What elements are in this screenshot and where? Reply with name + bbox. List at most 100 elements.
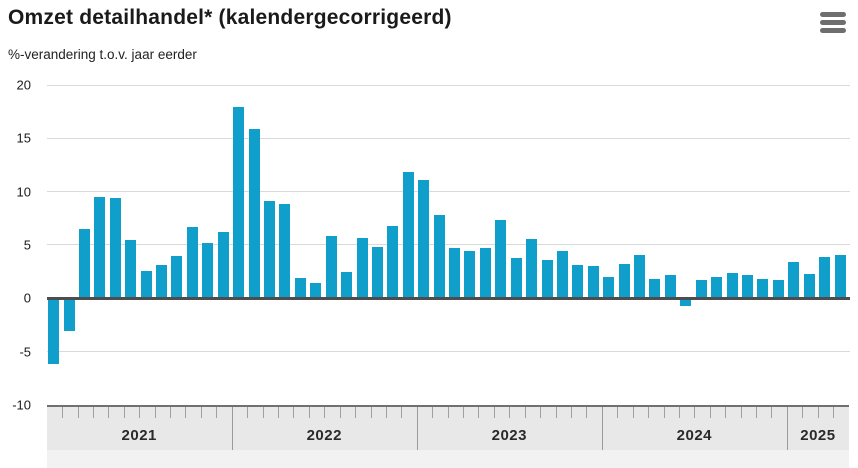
month-tick	[817, 407, 819, 418]
month-tick	[725, 407, 727, 418]
bar-2023-10[interactable]	[556, 251, 568, 299]
menu-button[interactable]	[820, 12, 846, 33]
month-tick	[278, 407, 279, 418]
bar-2025-03[interactable]	[819, 256, 831, 299]
y-axis-label: 10	[16, 184, 31, 200]
month-tick	[123, 407, 125, 418]
year-separator	[601, 407, 603, 450]
month-tick	[648, 407, 650, 418]
bar-2024-02[interactable]	[618, 264, 630, 299]
bar-2021-06[interactable]	[125, 239, 137, 299]
month-tick	[540, 407, 542, 418]
bar-2022-12[interactable]	[402, 172, 414, 299]
month-tick	[262, 407, 264, 418]
bar-2021-01[interactable]	[48, 299, 60, 364]
bar-2021-04[interactable]	[94, 196, 106, 299]
bar-2023-05[interactable]	[479, 248, 491, 299]
bar-2023-01[interactable]	[418, 179, 430, 299]
month-tick	[509, 407, 511, 418]
bar-2022-09[interactable]	[356, 237, 368, 299]
bar-2022-04[interactable]	[279, 204, 291, 299]
month-tick	[432, 407, 434, 418]
year-separator	[231, 407, 233, 450]
bar-2024-05[interactable]	[664, 274, 676, 299]
year-separator	[416, 407, 418, 450]
month-tick	[62, 407, 64, 418]
month-tick	[108, 407, 110, 418]
bar-2024-06[interactable]	[680, 299, 692, 307]
bar-2022-03[interactable]	[263, 201, 275, 299]
x-axis-band-lower	[46, 450, 849, 468]
bar-2023-02[interactable]	[433, 215, 445, 299]
bar-2023-09[interactable]	[541, 259, 553, 299]
bar-2023-08[interactable]	[526, 238, 538, 299]
bar-2021-09[interactable]	[171, 255, 183, 299]
month-tick	[401, 407, 403, 418]
bar-2023-07[interactable]	[510, 257, 522, 299]
month-tick	[447, 407, 449, 418]
bar-2021-07[interactable]	[140, 270, 152, 299]
bar-2022-05[interactable]	[294, 278, 306, 299]
bar-2022-02[interactable]	[248, 128, 260, 299]
bar-2023-04[interactable]	[464, 251, 476, 299]
month-tick	[678, 407, 680, 418]
bar-2021-05[interactable]	[109, 198, 121, 299]
bar-2021-08[interactable]	[156, 265, 168, 299]
bar-2025-01[interactable]	[788, 262, 800, 299]
bar-2023-11[interactable]	[572, 265, 584, 299]
month-tick	[463, 407, 465, 418]
bar-2024-01[interactable]	[603, 276, 615, 299]
bar-2022-06[interactable]	[310, 283, 322, 299]
bar-2024-07[interactable]	[695, 280, 707, 299]
bar-2021-12[interactable]	[217, 232, 229, 299]
bar-2024-10[interactable]	[742, 274, 753, 299]
gridline	[46, 244, 850, 246]
bar-2022-10[interactable]	[371, 247, 383, 299]
month-tick	[802, 407, 804, 418]
x-axis-year-label: 2023	[491, 427, 527, 444]
month-tick	[632, 407, 634, 418]
bar-2022-11[interactable]	[387, 225, 399, 299]
gridline	[46, 137, 850, 139]
bar-2023-03[interactable]	[449, 248, 461, 299]
bar-2023-06[interactable]	[495, 220, 507, 299]
x-axis-top-border	[46, 405, 849, 407]
month-tick	[617, 407, 619, 418]
bar-2024-08[interactable]	[711, 276, 723, 299]
bar-2021-10[interactable]	[186, 226, 198, 299]
bar-2021-02[interactable]	[63, 299, 75, 331]
chart-subtitle: %-verandering t.o.v. jaar eerder	[8, 47, 197, 62]
month-tick	[216, 407, 218, 418]
month-tick	[185, 407, 187, 418]
x-axis-year-label: 2022	[306, 427, 342, 444]
bar-2025-02[interactable]	[803, 273, 815, 299]
bar-2024-03[interactable]	[634, 254, 646, 299]
bar-2024-12[interactable]	[772, 280, 784, 299]
zero-line	[46, 296, 850, 300]
chart-title: Omzet detailhandel* (kalendergecorrigeer…	[8, 6, 452, 29]
month-tick	[586, 407, 588, 418]
month-tick	[478, 407, 480, 418]
month-tick	[663, 407, 665, 418]
bar-2021-11[interactable]	[202, 242, 214, 299]
month-tick	[370, 407, 372, 418]
y-axis-label: 15	[16, 130, 31, 146]
bar-2024-11[interactable]	[757, 279, 769, 299]
bar-2023-12[interactable]	[587, 266, 599, 299]
bar-2022-08[interactable]	[341, 271, 353, 299]
gridline	[46, 84, 850, 86]
month-tick	[833, 407, 835, 418]
month-tick	[308, 407, 310, 418]
month-tick	[92, 407, 94, 418]
bar-2021-03[interactable]	[78, 228, 90, 299]
y-axis-label: 0	[23, 290, 31, 306]
bar-2022-01[interactable]	[233, 107, 245, 299]
month-tick	[555, 407, 557, 418]
month-tick	[493, 407, 495, 418]
bar-2025-04[interactable]	[834, 254, 846, 299]
bar-2024-09[interactable]	[726, 272, 738, 299]
bar-2022-07[interactable]	[325, 236, 337, 299]
bar-2024-04[interactable]	[649, 279, 661, 299]
